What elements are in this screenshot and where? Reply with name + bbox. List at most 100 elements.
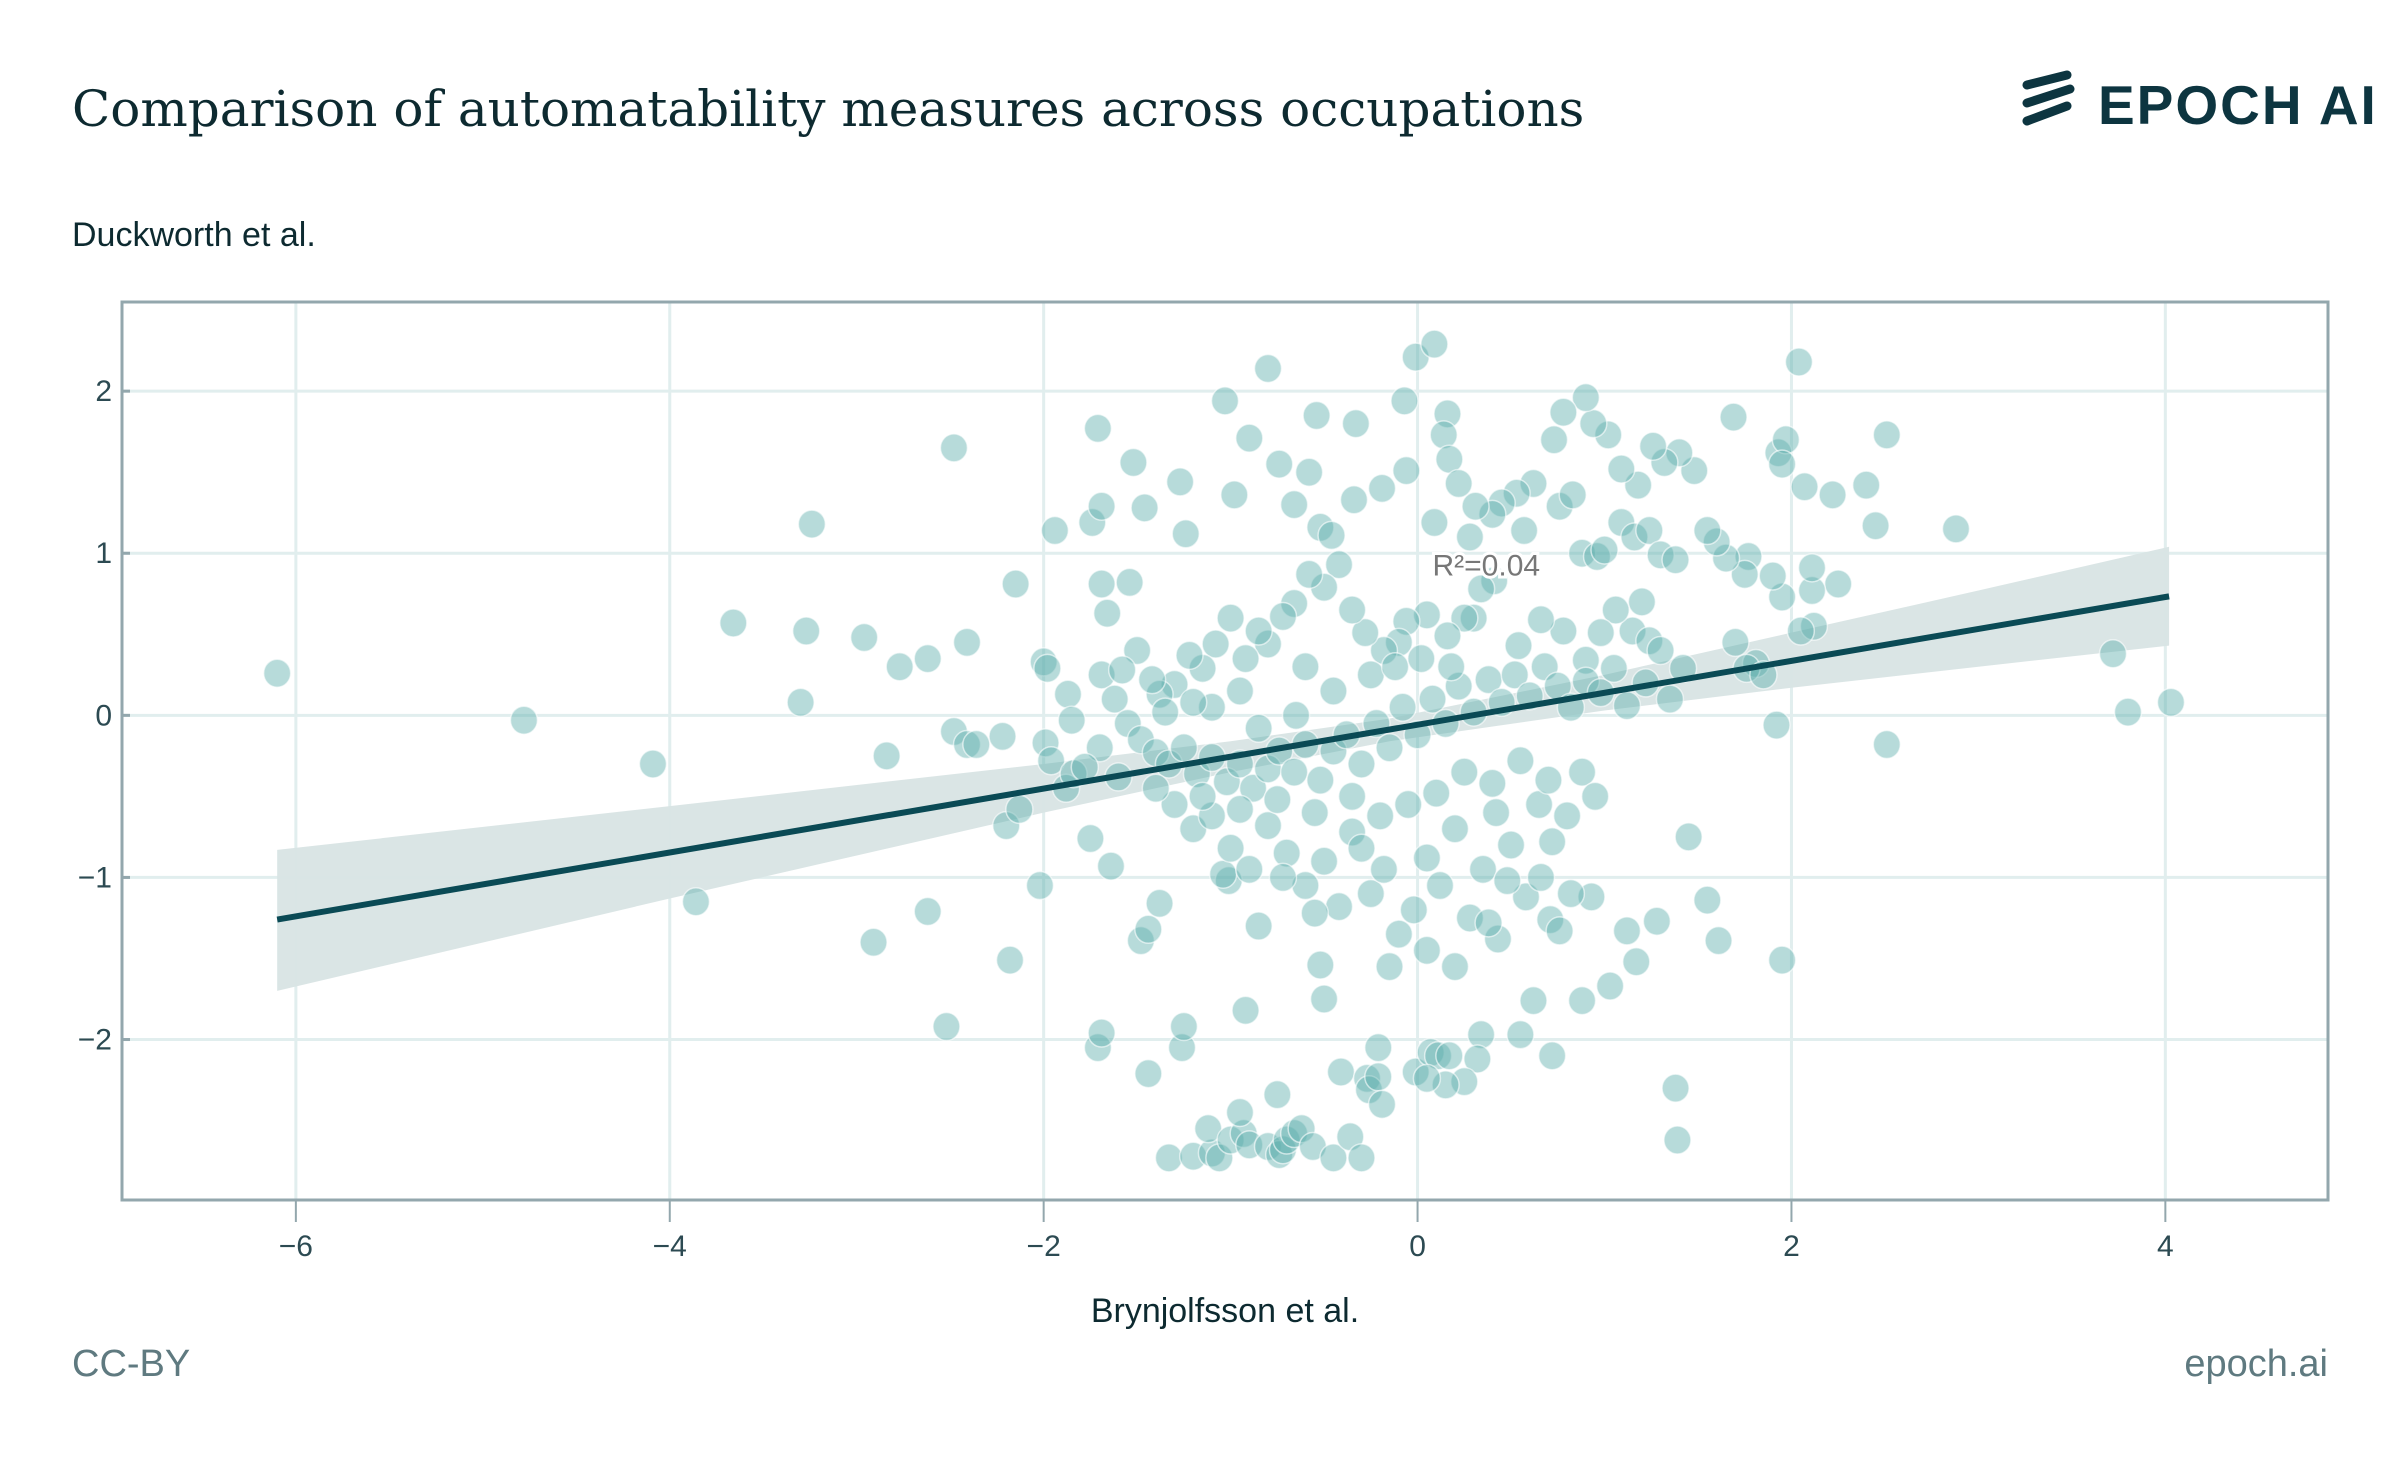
data-point <box>1571 645 1601 675</box>
data-point <box>1693 885 1722 915</box>
data-point <box>1356 660 1386 690</box>
data-point <box>1244 616 1273 646</box>
data-point <box>1420 507 1449 538</box>
data-point <box>1440 951 1470 982</box>
data-point <box>1638 431 1668 462</box>
data-point <box>1534 765 1563 795</box>
data-point <box>1412 1063 1442 1094</box>
data-point <box>995 945 1025 975</box>
data-point <box>1818 480 1847 510</box>
data-point <box>1134 914 1163 945</box>
data-point <box>952 627 982 658</box>
data-point <box>638 749 668 779</box>
data-point <box>1784 347 1814 377</box>
data-point <box>1767 945 1797 975</box>
data-point <box>1721 627 1750 658</box>
data-point <box>1797 553 1827 583</box>
data-point <box>1145 679 1174 710</box>
data-point <box>1506 745 1535 776</box>
x-axis-ticks: −6 −4 −2 0 2 4 <box>279 1200 2174 1263</box>
data-point <box>1231 995 1260 1026</box>
data-point <box>1253 353 1283 384</box>
data-point <box>1216 603 1245 633</box>
data-point <box>1201 629 1230 659</box>
data-point <box>913 896 943 927</box>
data-point <box>1100 684 1129 714</box>
data-point <box>1092 598 1122 628</box>
data-point <box>1612 690 1642 721</box>
data-point <box>1412 843 1442 873</box>
data-point <box>1704 925 1733 956</box>
data-point <box>1504 630 1533 661</box>
data-point <box>1078 507 1107 538</box>
data-point <box>1235 854 1264 885</box>
data-point <box>1087 1018 1116 1048</box>
y-axis-ticks: −2 −1 0 1 2 <box>78 375 130 1057</box>
data-point <box>1339 485 1369 515</box>
x-tick-label: 0 <box>1409 1230 1426 1263</box>
data-point <box>952 729 982 760</box>
data-point <box>913 643 943 674</box>
data-point <box>1380 651 1410 682</box>
data-point <box>1567 985 1597 1016</box>
data-point <box>1622 946 1651 977</box>
data-point <box>1197 801 1227 831</box>
data-point <box>1586 617 1616 648</box>
data-point <box>1083 413 1113 444</box>
data-point <box>988 721 1017 752</box>
data-point <box>1150 697 1180 727</box>
y-tick-label: −2 <box>78 1024 112 1057</box>
data-point <box>1087 491 1116 521</box>
data-point <box>1650 447 1679 478</box>
data-point <box>1337 781 1367 812</box>
data-point <box>1216 1125 1245 1155</box>
data-point <box>1393 789 1423 820</box>
data-point <box>1620 522 1649 552</box>
x-tick-label: 2 <box>1783 1230 1800 1263</box>
data-point <box>1511 882 1541 912</box>
x-tick-label: −4 <box>653 1230 687 1263</box>
data-point <box>1001 569 1030 599</box>
data-point <box>1390 386 1419 416</box>
data-point <box>1309 572 1339 603</box>
data-point <box>719 608 748 638</box>
data-point <box>1375 733 1404 763</box>
data-point <box>1539 425 1569 455</box>
data-point <box>1496 830 1526 860</box>
data-point <box>1306 765 1335 795</box>
data-point <box>1384 627 1414 658</box>
data-point <box>1279 757 1309 787</box>
data-point <box>1702 527 1731 557</box>
data-point <box>1294 457 1324 487</box>
data-point <box>1053 679 1083 710</box>
data-point <box>1646 635 1675 666</box>
epoch-ai-logo[interactable]: EPOCH AI <box>2022 70 2378 136</box>
data-point <box>1306 950 1335 980</box>
data-point <box>1719 402 1748 432</box>
data-point <box>1025 870 1055 901</box>
data-point <box>1590 535 1619 565</box>
data-point <box>1208 859 1238 889</box>
data-point <box>1169 733 1199 763</box>
data-point <box>859 927 888 958</box>
data-point <box>1872 420 1902 450</box>
data-point <box>1220 480 1249 510</box>
data-point <box>1367 473 1397 504</box>
data-point <box>1545 916 1574 946</box>
data-point <box>1210 386 1240 416</box>
data-point <box>1337 595 1367 625</box>
data-point <box>1455 903 1485 933</box>
data-point <box>2156 687 2186 718</box>
data-point <box>1384 919 1414 949</box>
site-link[interactable]: epoch.ai <box>2184 1343 2328 1385</box>
data-point <box>1767 449 1797 479</box>
data-point <box>1552 801 1582 831</box>
x-tick-label: −2 <box>1027 1230 1061 1263</box>
data-point <box>1087 569 1116 599</box>
data-point <box>1225 794 1255 825</box>
data-point <box>1450 757 1479 787</box>
data-point <box>1367 1089 1397 1120</box>
data-point <box>1225 1097 1255 1128</box>
data-point <box>1119 447 1148 478</box>
data-point <box>1225 676 1255 706</box>
